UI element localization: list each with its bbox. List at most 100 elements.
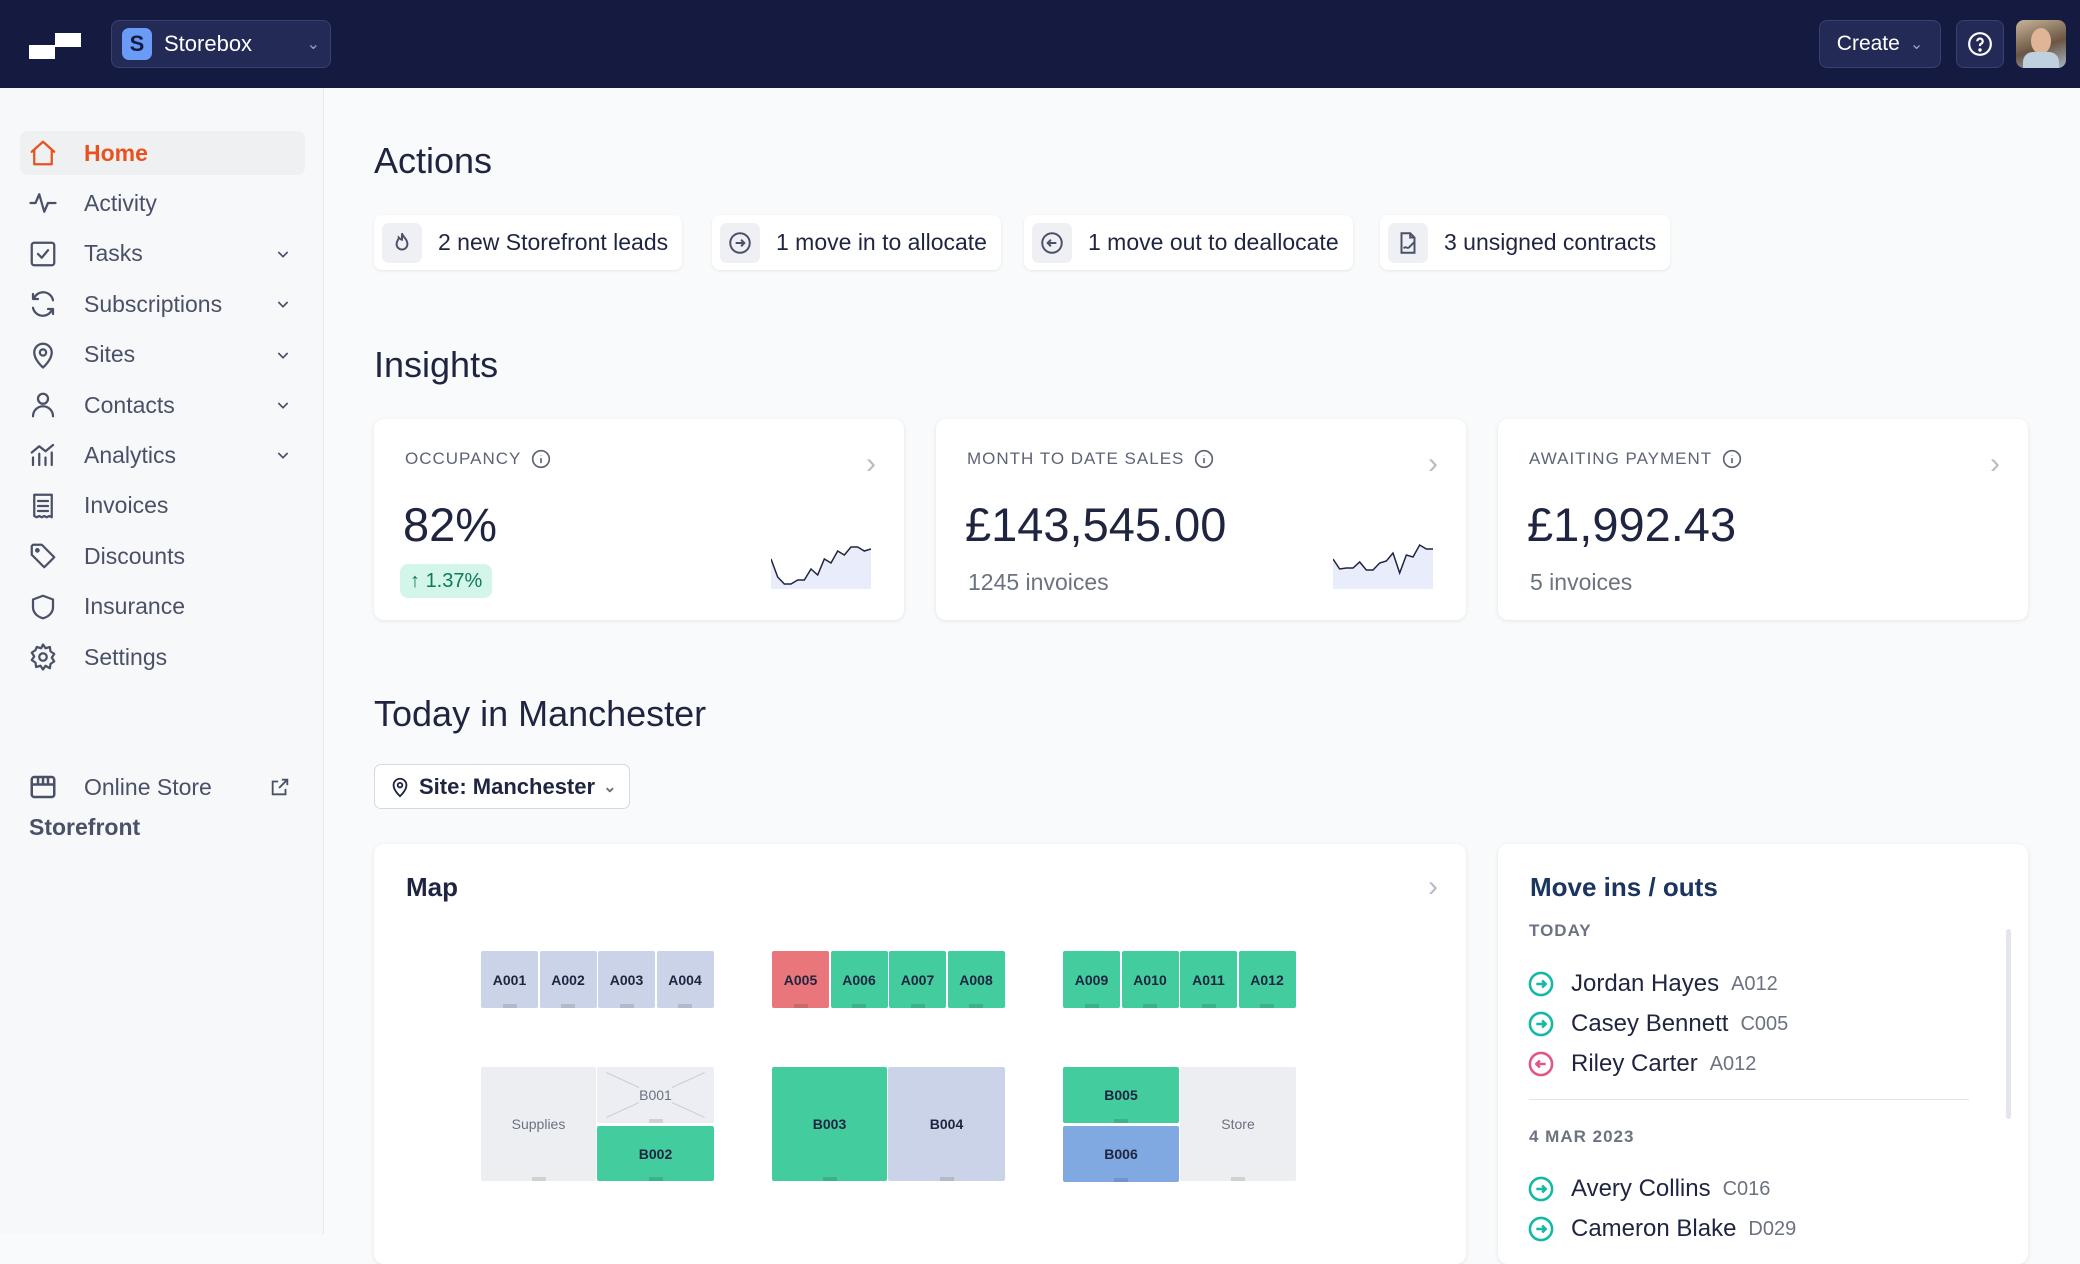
sidebar-item-label: Insurance (84, 593, 186, 620)
action-chip[interactable]: 1 move out to deallocate (1024, 215, 1353, 270)
chevron-down-icon[interactable] (275, 397, 291, 413)
action-chip-label: 1 move out to deallocate (1088, 229, 1339, 255)
sidebar-item-settings[interactable]: Settings (20, 635, 305, 679)
move-item[interactable]: Avery Collins C016 (1527, 1175, 1770, 1203)
activity-icon (29, 193, 57, 214)
sidebar-item-contacts[interactable]: Contacts (20, 383, 305, 427)
info-icon[interactable] (1194, 449, 1214, 469)
unit-a008[interactable]: A008 (947, 951, 1005, 1008)
sidebar-item-activity[interactable]: Activity (20, 181, 305, 225)
chevron-down-icon[interactable] (275, 296, 291, 312)
sidebar-item-label: Activity (84, 189, 157, 216)
move-item[interactable]: Jordan Hayes A012 (1527, 970, 1778, 998)
move-item[interactable]: Riley Carter A012 (1527, 1050, 1756, 1078)
move-in-icon (1528, 1176, 1554, 1202)
tasks-icon (30, 241, 56, 267)
unit-a001[interactable]: A001 (481, 951, 538, 1008)
insight-card[interactable]: AWAITING PAYMENT › £1,992.43 5 invoices (1498, 419, 2028, 620)
unit-a002[interactable]: A002 (539, 951, 597, 1008)
chevron-right-icon[interactable]: › (1428, 870, 1438, 903)
flame-icon (382, 222, 422, 263)
unit-a011[interactable]: A011 (1180, 951, 1237, 1008)
create-button[interactable]: Create ⌄ (1819, 20, 1941, 68)
storebox-logo[interactable] (29, 33, 81, 59)
sidebar-item-online-store[interactable]: Online Store (20, 765, 305, 809)
chevron-right-icon[interactable]: › (1428, 447, 1438, 480)
insight-value: £1,992.43 (1527, 498, 1737, 551)
unit-label: B003 (812, 1116, 847, 1132)
move-item[interactable]: Cameron Blake D029 (1527, 1215, 1796, 1243)
chevron-down-icon[interactable] (275, 246, 291, 262)
action-chip-label: 1 move in to allocate (776, 229, 987, 255)
sidebar-item-insurance[interactable]: Insurance (20, 585, 305, 629)
delta-value: 1.37% (425, 569, 483, 592)
sidebar-item-label: Discounts (84, 542, 185, 569)
sparkline (771, 546, 871, 589)
insight-value: 82% (403, 498, 498, 551)
scrollbar[interactable] (2006, 929, 2011, 1119)
unit-label: A010 (1133, 971, 1167, 988)
user-avatar[interactable] (2016, 20, 2066, 68)
sidebar-item-discounts[interactable]: Discounts (20, 534, 305, 578)
move-item[interactable]: Casey Bennett C005 (1527, 1010, 1788, 1038)
gear-icon (30, 643, 56, 671)
action-chip[interactable]: 1 move in to allocate (712, 215, 1001, 270)
unit-label: A001 (492, 971, 527, 988)
site-filter-dropdown[interactable]: Site: Manchester ⌄ (374, 764, 630, 809)
unit-a012[interactable]: A012 (1238, 951, 1296, 1008)
unit-a003[interactable]: A003 (598, 951, 655, 1008)
info-icon[interactable] (531, 449, 551, 469)
unit-label: B006 (1104, 1146, 1138, 1162)
sidebar-item-home[interactable]: Home (20, 131, 305, 175)
move-unit: D029 (1748, 1217, 1797, 1240)
unit-a009[interactable]: A009 (1063, 951, 1120, 1008)
unit-a007[interactable]: A007 (889, 951, 946, 1008)
sidebar-item-label: Invoices (84, 492, 169, 519)
chevron-down-icon: ⌄ (603, 778, 617, 796)
receipt-icon (33, 493, 53, 519)
chevron-right-icon[interactable]: › (866, 447, 876, 480)
action-chip[interactable]: 3 unsigned contracts (1380, 215, 1671, 270)
sidebar-item-label: Sites (84, 341, 136, 368)
unit-store[interactable]: Store (1180, 1067, 1296, 1181)
sidebar-item-tasks[interactable]: Tasks (20, 232, 305, 276)
unit-a004[interactable]: A004 (656, 951, 714, 1008)
move-out-icon (1528, 1051, 1554, 1077)
chevron-right-icon[interactable]: › (1990, 447, 2000, 480)
sidebar-item-subscriptions[interactable]: Subscriptions (20, 282, 305, 326)
unit-a006[interactable]: A006 (830, 951, 888, 1008)
unit-label: Store (1221, 1116, 1255, 1132)
org-switcher[interactable]: S Storebox ⌄ (111, 20, 331, 68)
insight-card[interactable]: OCCUPANCY › 82% ↑ 1.37% (374, 419, 904, 620)
sidebar-item-sites[interactable]: Sites (20, 333, 305, 377)
unit-supplies[interactable]: Supplies (481, 1067, 596, 1181)
storefront-icon (30, 775, 56, 799)
insight-subtext: 5 invoices (1530, 569, 1633, 595)
unit-label: A005 (783, 971, 818, 988)
action-chip[interactable]: 2 new Storefront leads (374, 215, 683, 270)
unit-b003[interactable]: B003 (772, 1067, 887, 1181)
unit-b001[interactable]: B001 (597, 1067, 714, 1123)
sidebar-item-invoices[interactable]: Invoices (20, 484, 305, 528)
user-icon (31, 392, 55, 418)
chevron-down-icon[interactable] (275, 447, 291, 463)
chevron-down-icon[interactable] (275, 347, 291, 363)
signature-icon (1388, 222, 1428, 263)
unit-label: A012 (1250, 971, 1284, 988)
sidebar-item-analytics[interactable]: Analytics (20, 433, 305, 477)
unit-label: A007 (900, 971, 935, 988)
move-contact-name: Jordan Hayes (1571, 970, 1720, 997)
insight-card[interactable]: MONTH TO DATE SALES › £143,545.00 1245 invo… (936, 419, 1466, 620)
unit-b005[interactable]: B005 (1063, 1067, 1179, 1123)
unit-b006[interactable]: B006 (1063, 1126, 1179, 1182)
sidebar-item-label: Analytics (84, 441, 177, 468)
unit-a010[interactable]: A010 (1121, 951, 1179, 1008)
info-icon[interactable] (1722, 449, 1742, 469)
unit-b002[interactable]: B002 (597, 1126, 714, 1181)
chevron-down-icon: ⌄ (306, 36, 320, 53)
unit-b004[interactable]: B004 (888, 1067, 1005, 1181)
unit-label: A009 (1074, 971, 1109, 988)
unit-a005[interactable]: A005 (772, 951, 829, 1008)
help-button[interactable] (1956, 20, 2004, 68)
site-filter-label: Site: Manchester (419, 773, 596, 799)
